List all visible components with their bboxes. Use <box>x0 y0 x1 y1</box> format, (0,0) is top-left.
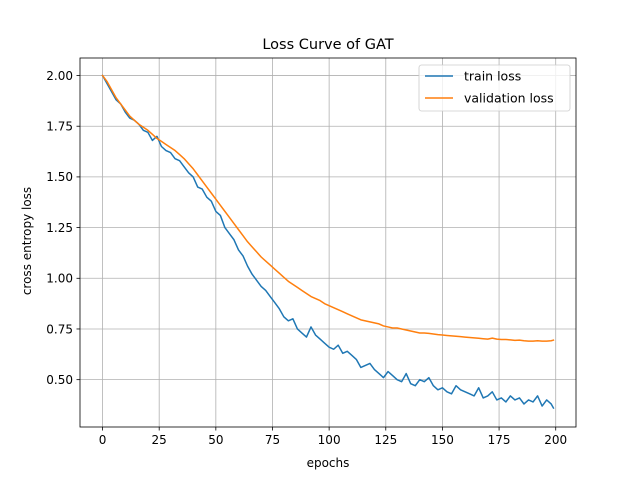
x-axis-label: epochs <box>307 456 350 470</box>
y-tick-label: 1.75 <box>46 120 73 134</box>
legend-label-train-loss: train loss <box>464 69 521 84</box>
ticks: 0 25 50 75 100 125 150 175 200 0.50 0.75 1.00 1.25 1.… <box>46 69 567 447</box>
legend-label-validation-loss: validation loss <box>464 91 554 106</box>
x-tick-label: 200 <box>544 433 567 447</box>
grid <box>80 58 576 427</box>
x-tick-label: 0 <box>99 433 107 447</box>
axes-frame <box>79 57 577 428</box>
y-tick-label: 1.25 <box>46 221 73 235</box>
y-tick-label: 1.50 <box>46 170 73 184</box>
y-axis-label: cross entropy loss <box>20 187 34 295</box>
y-tick-label: 0.75 <box>46 322 73 336</box>
y-tick-label: 0.50 <box>46 373 73 387</box>
x-tick-label: 25 <box>152 433 167 447</box>
plot-area <box>101 74 555 410</box>
x-tick-label: 75 <box>265 433 280 447</box>
x-tick-label: 175 <box>488 433 511 447</box>
legend: train loss validation loss <box>418 64 571 112</box>
x-tick-label: 125 <box>374 433 397 447</box>
series-line-validation-loss <box>101 74 555 342</box>
y-tick-label: 2.00 <box>46 69 73 83</box>
legend-box <box>418 64 571 112</box>
x-tick-label: 50 <box>208 433 223 447</box>
x-tick-label: 100 <box>318 433 341 447</box>
x-tick-label: 150 <box>431 433 454 447</box>
series-line-train-loss <box>101 74 555 410</box>
chart-title: Loss Curve of GAT <box>262 37 393 53</box>
y-tick-label: 1.00 <box>46 272 73 286</box>
